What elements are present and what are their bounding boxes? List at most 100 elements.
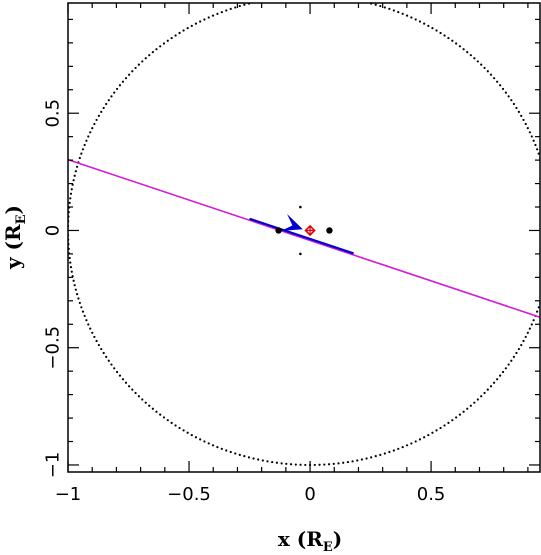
ring-dot (383, 452, 386, 455)
ring-dot (476, 60, 479, 63)
ring-dot (182, 29, 185, 32)
ring-dot (356, 0, 358, 2)
y-tick-label: −0.5 (42, 326, 63, 370)
ring-dot (379, 4, 382, 8)
ring-dot (137, 63, 140, 66)
ring-dot (346, 460, 350, 464)
ring-dot (182, 429, 185, 432)
ring-dot (280, 462, 283, 465)
ring-dot (220, 10, 223, 14)
ring-dot (431, 431, 434, 434)
ring-dot (85, 139, 88, 142)
ring-dot (517, 347, 520, 351)
x-tick-label: −0.5 (167, 484, 211, 505)
ring-dot (414, 440, 417, 443)
ring-dot (68, 256, 71, 260)
ring-dot (522, 339, 525, 343)
ring-dot (370, 456, 373, 459)
ring-dot (447, 36, 450, 40)
ring-dot (115, 87, 119, 91)
ring-dot (73, 174, 76, 177)
ring-dot (532, 319, 535, 322)
ring-dot (332, 462, 335, 465)
ring-dot (107, 99, 110, 102)
ring-dot (473, 57, 476, 60)
ring-dot (74, 288, 77, 291)
ring-dot (95, 118, 98, 122)
ring-dot (526, 127, 529, 130)
ring-dot (530, 323, 533, 326)
ring-dot (271, 460, 274, 464)
ring-dot (225, 449, 228, 452)
ring-dot (342, 461, 345, 464)
ring-dot (190, 24, 193, 27)
ring-dot (243, 3, 246, 6)
ring-dot (365, 457, 368, 460)
ring-dot (517, 110, 520, 113)
ring-dot (486, 388, 489, 391)
ring-dot (466, 407, 469, 410)
ring-dot (144, 401, 147, 404)
ring-dot (81, 310, 85, 313)
ring-dot (69, 192, 73, 195)
y-axis-title: y (RE) (1, 205, 29, 270)
ring-dot (512, 355, 516, 358)
ring-dot (285, 462, 288, 465)
ring-dot (401, 12, 404, 15)
ring-dot (397, 10, 400, 14)
ring-dot (225, 9, 228, 12)
ring-dot (493, 77, 496, 80)
ring-dot (392, 449, 395, 452)
ring-dot (496, 378, 499, 381)
ring-dot (252, 457, 255, 460)
ring-dot (455, 42, 458, 45)
ring-dot (451, 419, 454, 422)
ring-dot (81, 148, 85, 151)
ring-dot (388, 450, 391, 454)
ring-dot (536, 148, 539, 151)
ring-dot (89, 131, 92, 134)
y-tick-label: 0 (42, 225, 63, 236)
ring-dot (524, 335, 527, 339)
ring-dot (418, 438, 422, 441)
ring-dot (75, 293, 79, 296)
ring-dot (524, 122, 527, 126)
ring-dot (186, 431, 189, 434)
ring-dot (489, 385, 493, 388)
ring-dot (199, 20, 202, 23)
ring-dot (501, 370, 505, 374)
ring-dot (74, 170, 77, 173)
ring-dot (211, 14, 215, 17)
ring-dot (162, 42, 166, 45)
ring-dot (93, 122, 96, 126)
ring-dot (504, 91, 507, 94)
ring-dot (313, 463, 316, 467)
ring-dot (234, 452, 237, 455)
ring-dot (423, 22, 426, 25)
ring-dot (128, 73, 131, 76)
ring-dot (275, 461, 278, 464)
ring-dot (186, 27, 189, 30)
ring-dot (72, 179, 75, 182)
ring-dot (462, 48, 465, 51)
ring-dot (211, 444, 215, 447)
ring-dot (78, 301, 81, 305)
ring-dot (414, 18, 417, 21)
ring-dot (405, 14, 409, 17)
ring-dot (262, 0, 264, 2)
ring-dot (499, 84, 502, 87)
x-tick-label: 0 (304, 484, 315, 505)
ring-dot (510, 99, 513, 102)
ring-dot (451, 39, 454, 42)
ring-dot (238, 4, 241, 8)
ring-dot (93, 335, 96, 339)
ring-dot (379, 453, 382, 456)
ring-dot (480, 63, 483, 66)
ring-dot (229, 7, 232, 11)
ring-dot (199, 438, 202, 441)
ring-dot (504, 367, 507, 370)
ring-dot (203, 18, 206, 21)
ring-dot (501, 87, 505, 91)
ring-dot (118, 374, 122, 377)
ring-dot (374, 455, 377, 458)
